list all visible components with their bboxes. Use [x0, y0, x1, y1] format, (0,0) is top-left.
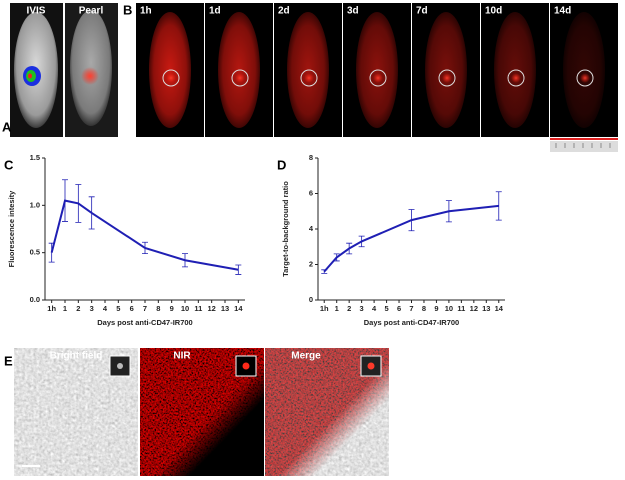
panel-label: E [4, 353, 13, 368]
x-tick-label: 3 [90, 304, 94, 313]
timepoint-label: 10d [485, 6, 502, 17]
x-tick-label: 10 [181, 304, 189, 313]
x-tick-label: 1 [335, 304, 339, 313]
x-tick-label: 12 [470, 304, 478, 313]
error-bar [408, 209, 415, 232]
x-tick-label: 7 [143, 304, 147, 313]
panel-label: D [277, 157, 286, 172]
error-bar [333, 253, 340, 262]
x-tick-label: 11 [457, 304, 465, 313]
error-bar [142, 241, 148, 255]
timepoint-label: 14d [554, 6, 571, 17]
y-tick-label: 8 [309, 153, 313, 162]
roi-circle [507, 69, 525, 87]
tumor-signal [304, 73, 314, 83]
x-tick-label: 10 [445, 304, 453, 313]
timepoint-label: 1h [140, 6, 152, 17]
y-axis-label: Fluorescence intesity [7, 190, 16, 268]
nir-image [140, 348, 264, 476]
panel-label: A [2, 119, 12, 134]
error-bar [182, 253, 188, 268]
tumor-signal [511, 73, 521, 83]
x-tick-label: 4 [103, 304, 108, 313]
x-axis-label: Days post anti-CD47-IR700 [364, 318, 459, 327]
x-tick-label: 1 [63, 304, 67, 313]
error-bar [88, 196, 95, 230]
error-bar [346, 242, 353, 255]
y-tick-label: 4 [309, 224, 314, 233]
tumor-signal [166, 73, 176, 83]
x-tick-label: 1h [320, 304, 329, 313]
timepoint-label: 1d [209, 6, 221, 17]
x-tick-label: 1h [47, 304, 56, 313]
x-tick-label: 3 [360, 304, 364, 313]
tumor-signal [235, 73, 245, 83]
x-tick-label: 5 [116, 304, 120, 313]
panel-b: 1h 1d 2d 3d 7d 10d 14d [136, 3, 618, 152]
y-tick-label: 1.5 [30, 153, 40, 162]
error-bar [48, 242, 55, 263]
x-axis-label: Days post anti-CD47-IR700 [97, 318, 192, 327]
error-bar [495, 191, 502, 221]
data-line [50, 199, 239, 271]
x-tick-label: 13 [221, 304, 229, 313]
error-bar [62, 179, 68, 222]
y-tick-label: 0.5 [30, 248, 40, 257]
y-tick-label: 0 [309, 295, 313, 304]
x-tick-label: 14 [495, 304, 504, 313]
x-tick-label: 8 [422, 304, 426, 313]
ruler [550, 141, 618, 152]
timepoint-label: 7d [416, 6, 428, 17]
error-bar [358, 235, 365, 248]
panel-label: B [123, 2, 132, 17]
roi-circle [231, 69, 249, 87]
x-tick-label: 12 [207, 304, 215, 313]
y-tick-label: 1.0 [30, 200, 40, 209]
panel-label: C [4, 157, 14, 172]
x-tick-label: 8 [156, 304, 160, 313]
panel-a: IVIS Pearl A [2, 3, 118, 137]
merge-image [265, 348, 389, 476]
x-tick-label: 6 [130, 304, 134, 313]
roi-circle [300, 69, 318, 87]
x-tick-label: 4 [372, 304, 377, 313]
y-axis-label: Target-to-background ratio [281, 181, 290, 277]
x-tick-label: 5 [384, 304, 388, 313]
image-label: Pearl [79, 6, 104, 17]
x-tick-label: 13 [482, 304, 490, 313]
image-label: IVIS [27, 6, 46, 17]
x-tick-label: 2 [76, 304, 80, 313]
tumor-signal [442, 73, 452, 83]
error-bar [75, 184, 82, 223]
roi-circle [162, 69, 180, 87]
timepoint-label: 2d [278, 6, 290, 17]
y-tick-label: 6 [309, 188, 313, 197]
timepoint-label: 3d [347, 6, 359, 17]
tumor-signal [373, 73, 383, 83]
image-label: Merge [291, 351, 321, 362]
x-tick-label: 14 [234, 304, 243, 313]
roi-circle [438, 69, 456, 87]
y-tick-label: 0.0 [30, 295, 40, 304]
x-tick-label: 9 [170, 304, 174, 313]
image-label: Bright field [50, 351, 103, 362]
bright-field-image [14, 348, 138, 476]
x-tick-label: 7 [409, 304, 413, 313]
roi-circle [369, 69, 387, 87]
error-bar [445, 200, 452, 223]
pearl-signal [81, 67, 99, 85]
x-tick-label: 6 [397, 304, 401, 313]
x-tick-label: 11 [194, 304, 202, 313]
x-tick-label: 9 [434, 304, 438, 313]
x-tick-label: 2 [347, 304, 351, 313]
y-tick-label: 2 [309, 259, 313, 268]
tumor-signal [580, 73, 590, 83]
error-bar [235, 264, 242, 275]
error-bar [321, 269, 328, 274]
ivis-signal [28, 73, 32, 79]
roi-circle [576, 69, 594, 87]
image-label: NIR [173, 351, 191, 362]
